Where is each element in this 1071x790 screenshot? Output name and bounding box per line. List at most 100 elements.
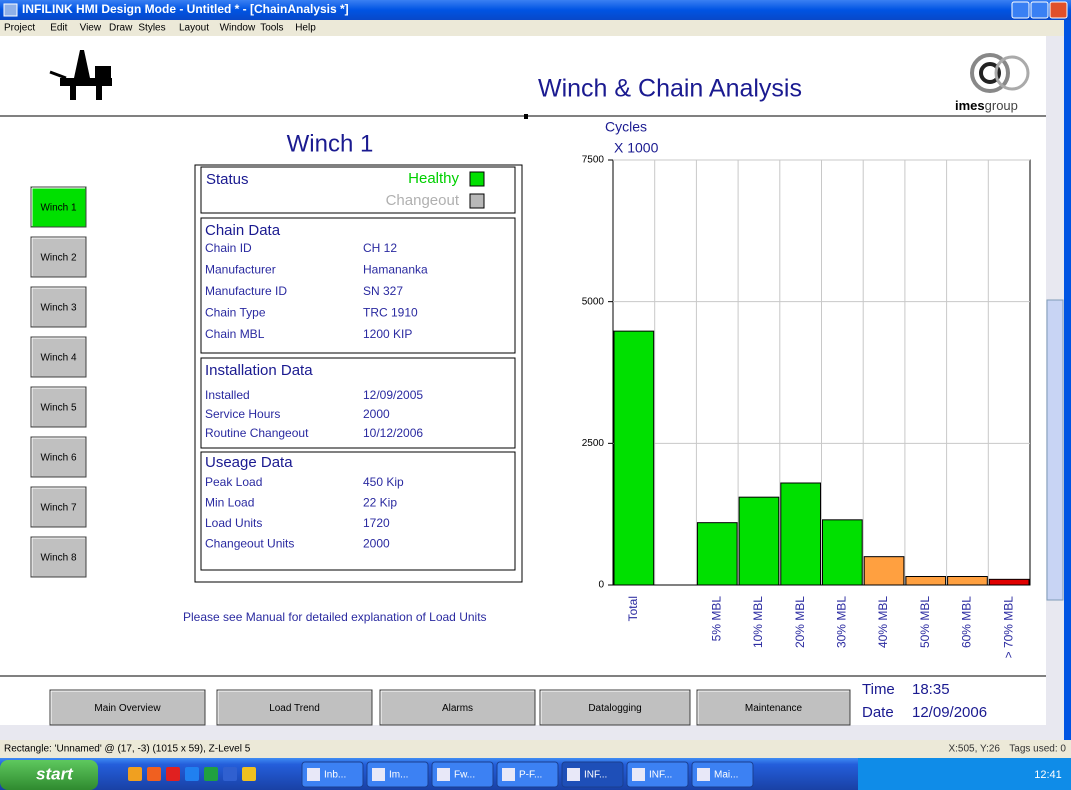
date-value: 12/09/2006 [912, 704, 987, 721]
nav-button-label: Alarms [442, 703, 473, 714]
winch-button-label: Winch 5 [40, 403, 77, 414]
row-value: CH 12 [363, 241, 397, 255]
row-value: 22 Kip [363, 496, 397, 510]
task-label: Mai... [714, 770, 738, 781]
nav-button-label: Load Trend [269, 703, 320, 714]
task-icon [567, 768, 580, 781]
row-value: TRC 1910 [363, 306, 418, 320]
panel-title: Chain Data [205, 222, 281, 239]
row-label: Service Hours [205, 407, 280, 421]
quick-launch-icon[interactable] [204, 767, 218, 781]
start-label: start [36, 764, 74, 783]
quick-launch-icon[interactable] [128, 767, 142, 781]
y-tick-label: 5000 [582, 296, 605, 307]
close-button[interactable] [1050, 2, 1067, 18]
healthy-indicator [470, 172, 484, 186]
menu-item: Draw [109, 23, 133, 34]
task-icon [307, 768, 320, 781]
menu-item: Styles [138, 23, 165, 34]
menu-item: Layout [179, 23, 209, 34]
bar [823, 520, 863, 585]
x-tick-label: 20% MBL [793, 596, 807, 648]
status-healthy: Healthy [408, 170, 459, 187]
x-tick-label: Total [626, 596, 640, 621]
note: Please see Manual for detailed explanati… [183, 610, 487, 624]
x-tick-label: 10% MBL [751, 596, 765, 648]
menu-item: Help [295, 23, 316, 34]
quick-launch-icon[interactable] [166, 767, 180, 781]
task-icon [437, 768, 450, 781]
task-icon [632, 768, 645, 781]
status-text: Rectangle: 'Unnamed' @ (17, -3) (1015 x … [4, 744, 251, 755]
bar [989, 579, 1029, 585]
h-scrollbar[interactable] [0, 725, 1064, 740]
winch-button-label: Winch 4 [40, 353, 77, 364]
tags-used: Tags used: 0 [1009, 744, 1066, 755]
logo-bold: imes [955, 98, 985, 113]
minimize-button[interactable] [1012, 2, 1029, 18]
task-label: P-F... [519, 770, 542, 781]
status-label: Status [206, 171, 249, 188]
row-value: 2000 [363, 537, 390, 551]
header-title: Winch & Chain Analysis [538, 75, 802, 103]
nav-button-label: Maintenance [745, 703, 803, 714]
x-tick-label: 30% MBL [835, 596, 849, 648]
y-tick-label: 0 [598, 580, 604, 591]
bar [906, 577, 946, 586]
bar [697, 523, 737, 585]
quick-launch-icon[interactable] [147, 767, 161, 781]
window-title: INFILINK HMI Design Mode - Untitled * - … [22, 2, 349, 16]
menu-item: Project [4, 23, 35, 34]
task-icon [502, 768, 515, 781]
changeout-indicator [470, 194, 484, 208]
row-label: Changeout Units [205, 537, 294, 551]
x-tick-label: 5% MBL [709, 596, 723, 642]
task-icon [697, 768, 710, 781]
app-icon [4, 4, 17, 16]
winch-button-label: Winch 3 [40, 303, 77, 314]
clock: 12:41 [1034, 769, 1062, 781]
task-icon [372, 768, 385, 781]
row-label: Manufacturer [205, 263, 276, 277]
menu-item: Edit [50, 23, 67, 34]
row-value: 10/12/2006 [363, 426, 423, 440]
row-label: Manufacture ID [205, 284, 287, 298]
row-value: SN 327 [363, 284, 403, 298]
winch-button-label: Winch 7 [40, 503, 77, 514]
y-tick-label: 7500 [582, 155, 605, 166]
y-label: Cycles [605, 119, 647, 135]
x-tick-label: > 70% MBL [1001, 596, 1015, 659]
row-label: Chain ID [205, 241, 252, 255]
quick-launch-icon[interactable] [185, 767, 199, 781]
winch-button-label: Winch 1 [40, 203, 77, 214]
nav-button-label: Datalogging [588, 703, 641, 714]
x-tick-label: 60% MBL [960, 596, 974, 648]
row-value: 12/09/2005 [363, 388, 423, 402]
row-value: 2000 [363, 407, 390, 421]
row-value: Hamananka [363, 263, 428, 277]
screen: INFILINK HMI Design Mode - Untitled * - … [0, 0, 1071, 790]
quick-launch-icon[interactable] [242, 767, 256, 781]
coords: X:505, Y:26 [948, 744, 1000, 755]
panel-title: Installation Data [205, 362, 313, 379]
quick-launch-icon[interactable] [223, 767, 237, 781]
logo-text: imesgroup [955, 98, 1018, 113]
maximize-button[interactable] [1031, 2, 1048, 18]
row-value: 1720 [363, 516, 390, 530]
task-label: Fw... [454, 770, 475, 781]
task-label: INF... [584, 770, 607, 781]
status-changeout: Changeout [386, 192, 460, 209]
row-label: Installed [205, 388, 250, 402]
menu-item: View [80, 23, 102, 34]
logo-rest: group [985, 98, 1018, 113]
bar [864, 557, 904, 585]
row-label: Routine Changeout [205, 426, 309, 440]
time-label: Time [862, 681, 895, 698]
row-label: Min Load [205, 496, 254, 510]
winch-button-label: Winch 2 [40, 253, 77, 264]
x-tick-label: 50% MBL [918, 596, 932, 648]
handle [524, 114, 528, 119]
window-border [1064, 20, 1071, 740]
v-scroll-thumb[interactable] [1047, 300, 1063, 600]
row-label: Chain Type [205, 306, 266, 320]
